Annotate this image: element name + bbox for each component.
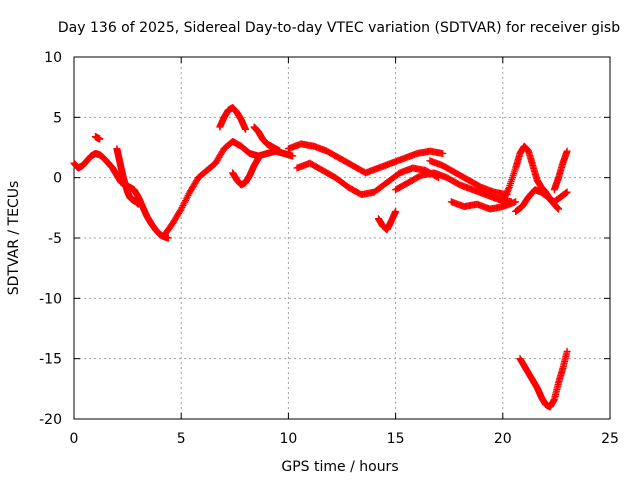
- series-arc-16: [550, 147, 571, 194]
- data-point: [555, 205, 563, 213]
- x-tick-label: 0: [70, 431, 79, 447]
- data-points: [70, 104, 571, 411]
- data-point: [242, 125, 250, 133]
- x-tick-label: 25: [601, 431, 619, 447]
- x-tick-labels: 0 5 10 15 20 25: [70, 431, 619, 447]
- data-point: [96, 135, 104, 143]
- grid-lines: [74, 57, 610, 419]
- x-tick-label: 5: [177, 431, 186, 447]
- y-tick-labels: -20 -15 -10 -5 0 5 10: [39, 50, 62, 428]
- data-point: [254, 154, 262, 162]
- series-arc-5: [216, 104, 250, 133]
- series-arc-2: [91, 133, 104, 143]
- series-arc-8: [284, 140, 447, 177]
- data-point: [563, 188, 571, 196]
- series-arc-12: [426, 157, 511, 199]
- data-point: [563, 147, 571, 155]
- data-point: [439, 150, 447, 158]
- series-arc-17: [516, 347, 571, 411]
- series-arc-13: [447, 198, 520, 213]
- data-point: [164, 234, 172, 242]
- series-arc-7: [250, 123, 284, 155]
- y-tick-label: 5: [53, 110, 62, 126]
- series-arc-10: [374, 207, 400, 234]
- data-point: [276, 147, 284, 155]
- x-tick-label: 15: [387, 431, 405, 447]
- x-tick-label: 20: [494, 431, 512, 447]
- y-axis-label: SDTVAR / TECUs: [6, 181, 22, 296]
- data-point: [563, 347, 571, 355]
- series-arc-15: [512, 186, 571, 215]
- data-point: [289, 152, 297, 160]
- y-tick-label: -15: [39, 352, 62, 368]
- y-tick-label: 10: [44, 50, 62, 66]
- y-tick-label: -5: [48, 231, 62, 247]
- y-tick-label: -10: [39, 291, 62, 307]
- x-axis-label: GPS time / hours: [281, 459, 398, 475]
- x-tick-label: 10: [279, 431, 297, 447]
- data-point: [512, 198, 520, 206]
- series-arc-6: [229, 154, 262, 189]
- plot-frame: [73, 56, 611, 420]
- y-tick-label: 0: [53, 171, 62, 187]
- series-arc-3: [113, 145, 142, 208]
- series-arc-9: [293, 159, 442, 199]
- chart-title: Day 136 of 2025, Sidereal Day-to-day VTE…: [58, 20, 620, 36]
- data-point: [134, 200, 142, 208]
- y-tick-label: -20: [39, 412, 62, 428]
- data-point: [392, 207, 400, 215]
